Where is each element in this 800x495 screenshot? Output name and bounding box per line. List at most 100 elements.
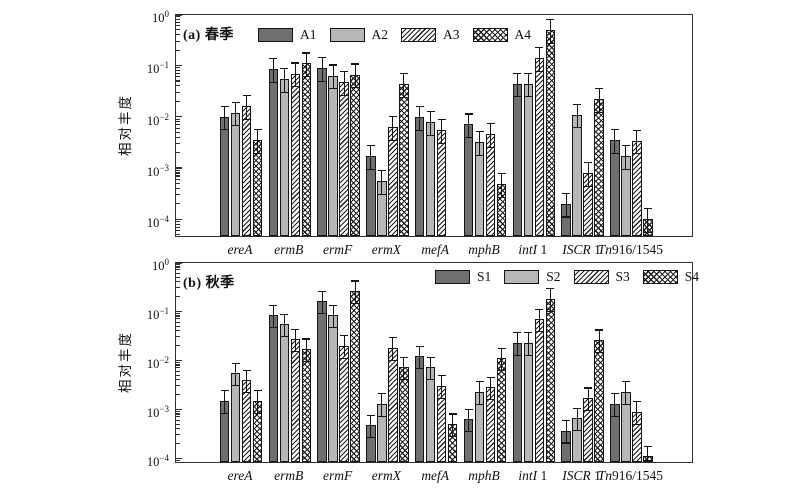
y-minor-tick — [176, 194, 180, 196]
error-cap-bottom — [486, 146, 495, 148]
y-minor-tick — [176, 266, 180, 268]
x-category-label: ermB — [274, 468, 304, 483]
legend-swatch-solid-light — [504, 270, 540, 284]
x-category-label: ereA — [227, 468, 253, 483]
error-cap-bottom — [448, 436, 457, 438]
error-cap-top — [415, 106, 424, 108]
error-cap-bottom — [524, 354, 533, 356]
error-cap-bottom — [584, 185, 593, 187]
error-whisker — [272, 58, 274, 82]
error-cap-top — [546, 288, 555, 290]
error-cap-bottom — [302, 75, 311, 78]
y-major-tick — [176, 263, 182, 265]
y-minor-tick — [176, 318, 180, 320]
error-cap-bottom — [535, 70, 544, 72]
y-minor-tick — [176, 234, 180, 236]
y-minor-tick — [176, 136, 180, 138]
y-minor-tick — [176, 295, 180, 298]
y-minor-tick — [176, 203, 180, 205]
legend-item: S2 — [504, 269, 561, 285]
error-cap-bottom — [621, 403, 630, 405]
y-minor-tick — [176, 330, 180, 332]
bar — [474, 142, 485, 236]
error-whisker — [549, 19, 551, 43]
bar — [219, 116, 230, 236]
error-cap-bottom — [610, 415, 619, 417]
error-cap-bottom — [242, 392, 251, 394]
y-major-tick — [176, 408, 182, 410]
error-whisker — [490, 123, 492, 147]
error-cap-top — [513, 332, 522, 334]
error-whisker — [479, 131, 481, 155]
x-category-label: ermX — [371, 468, 402, 483]
y-minor-tick — [176, 419, 180, 421]
bar — [594, 99, 604, 236]
y-minor-tick — [176, 69, 180, 72]
error-whisker — [501, 173, 503, 197]
bar — [425, 367, 436, 462]
bar — [610, 140, 620, 236]
x-category-label: intI 1 — [518, 468, 548, 483]
y-minor-tick — [176, 178, 180, 180]
error-cap-top — [366, 414, 375, 416]
error-whisker — [343, 334, 345, 358]
error-cap-top — [269, 304, 278, 306]
error-cap-bottom — [595, 111, 604, 113]
y-axis-title: 相对丰度 — [118, 94, 133, 156]
legend-swatch-cross-hatch — [642, 270, 678, 284]
legend-swatch-diagonal-hatch — [573, 270, 609, 284]
error-whisker — [283, 313, 285, 337]
error-cap-bottom — [464, 136, 473, 139]
error-cap-bottom — [291, 86, 300, 88]
y-minor-tick — [176, 287, 180, 289]
error-whisker — [332, 64, 334, 88]
y-minor-tick — [176, 67, 180, 69]
error-cap-top — [464, 113, 473, 115]
error-cap-top — [464, 408, 473, 410]
error-cap-bottom — [280, 91, 289, 93]
error-cap-top — [269, 58, 278, 60]
x-category-label: ISCR 1 — [562, 242, 601, 257]
bar — [399, 367, 409, 462]
error-whisker — [647, 208, 649, 232]
y-minor-tick — [176, 18, 180, 20]
bar — [632, 140, 642, 236]
legend-label: A2 — [371, 27, 389, 42]
error-whisker — [235, 362, 237, 386]
error-whisker — [419, 345, 421, 369]
error-whisker — [636, 400, 638, 424]
error-whisker — [294, 62, 296, 86]
error-cap-bottom — [464, 431, 473, 433]
error-cap-bottom — [595, 351, 604, 354]
bar — [328, 75, 338, 236]
legend-swatch-solid-light — [329, 28, 365, 42]
error-cap-bottom — [643, 460, 652, 462]
error-cap-bottom — [253, 412, 262, 414]
x-category-label: ermB — [274, 242, 304, 257]
bar — [268, 315, 278, 462]
bar — [290, 73, 300, 236]
x-category-label: mphB — [468, 468, 500, 483]
error-whisker — [430, 111, 432, 135]
error-cap-bottom — [437, 142, 446, 144]
error-cap-bottom — [231, 385, 240, 387]
error-whisker — [354, 280, 356, 303]
y-minor-tick — [176, 127, 180, 129]
y-minor-tick — [176, 21, 180, 23]
legend-item: A4 — [472, 27, 531, 43]
legend-item: A3 — [401, 27, 460, 43]
legend-swatch-cross-hatch — [472, 28, 508, 42]
error-cap-top — [231, 362, 240, 364]
x-category-label: ermF — [322, 242, 353, 257]
y-minor-tick — [176, 152, 180, 154]
error-cap-top — [291, 62, 300, 64]
error-whisker — [516, 332, 518, 355]
error-cap-top — [584, 162, 593, 164]
y-minor-tick — [176, 169, 180, 171]
error-cap-top — [562, 419, 571, 422]
error-cap-top — [415, 345, 424, 347]
error-whisker — [246, 369, 248, 393]
error-cap-top — [280, 313, 289, 315]
error-whisker — [565, 419, 567, 443]
error-whisker — [614, 129, 616, 153]
